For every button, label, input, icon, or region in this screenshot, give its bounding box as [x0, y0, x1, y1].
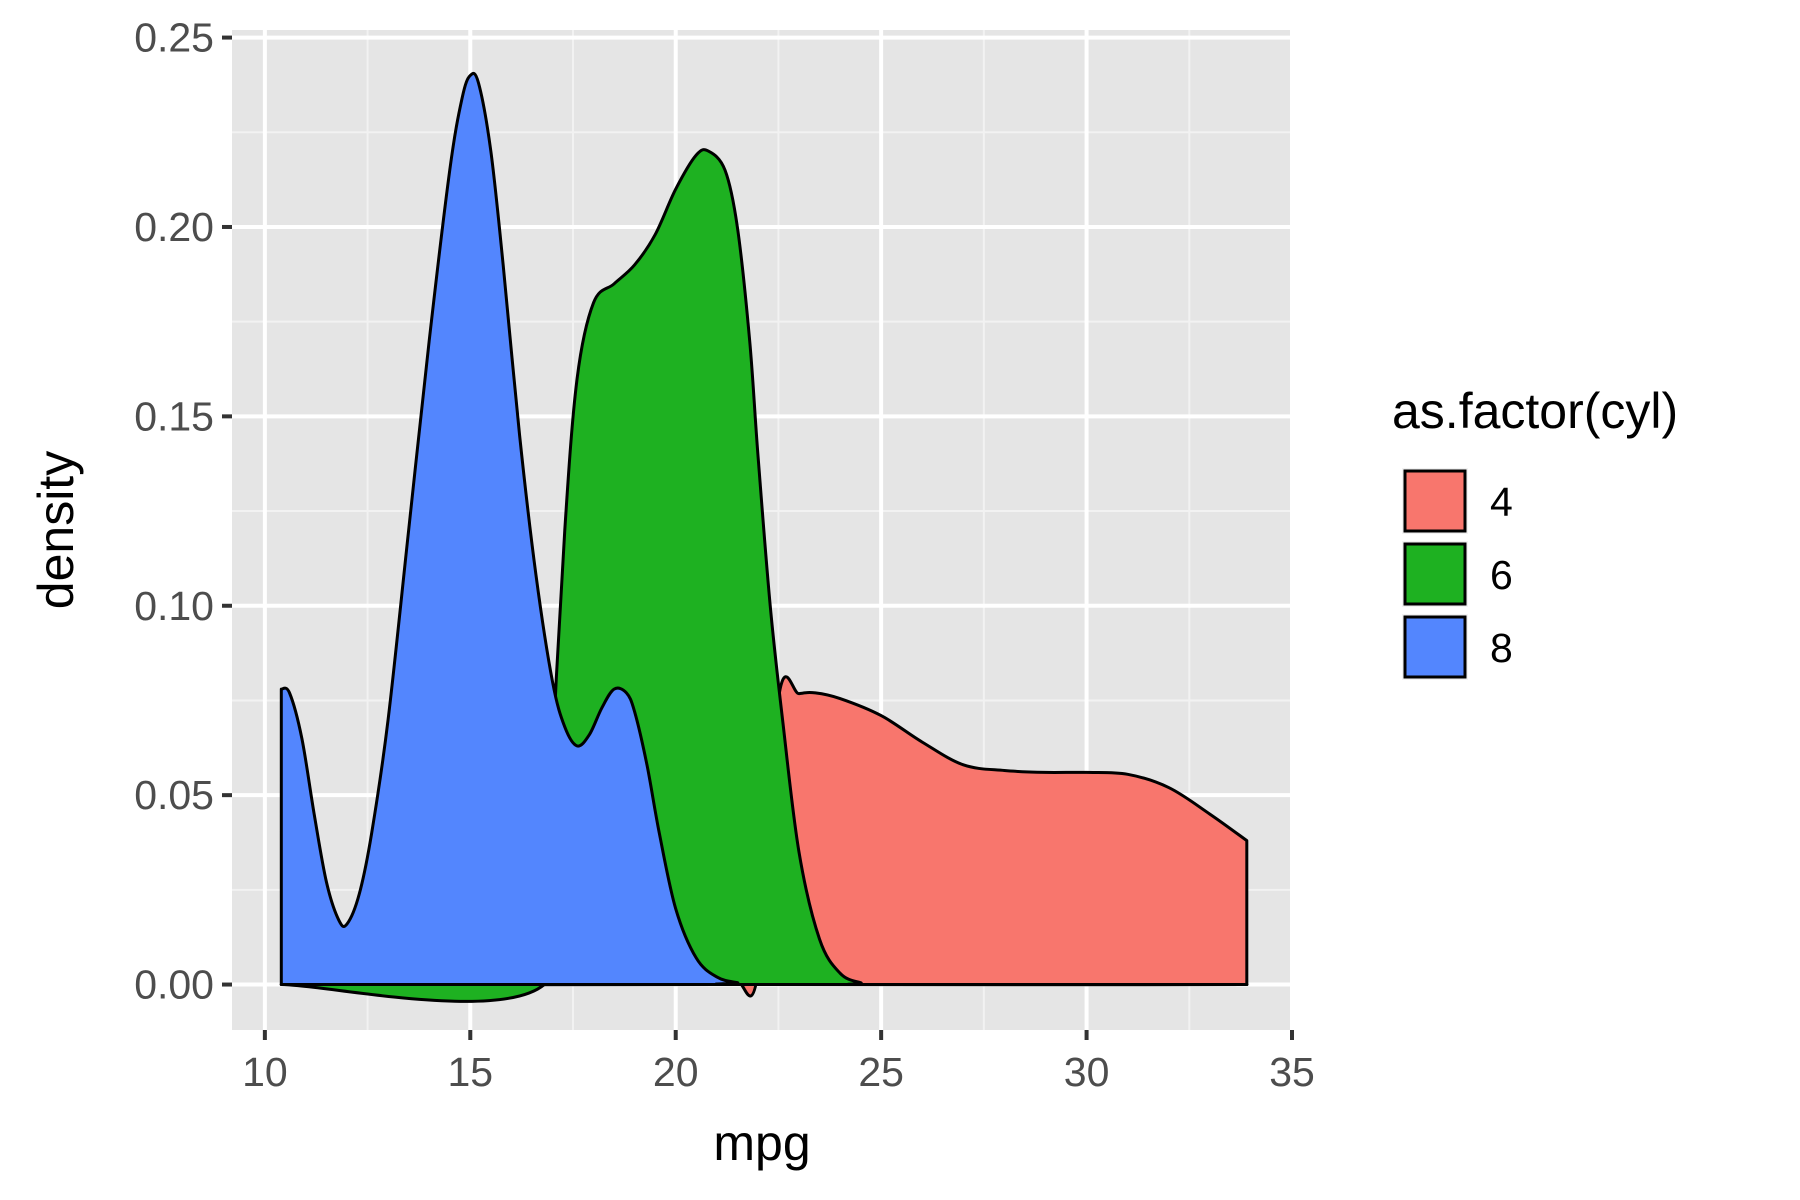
x-tick-label: 20: [653, 1049, 699, 1095]
x-tick-label: 30: [1064, 1049, 1110, 1095]
density-areas: [279, 71, 1249, 1003]
x-axis-title: mpg: [713, 1115, 810, 1171]
y-tick-label: 0.25: [134, 15, 214, 61]
y-axis: 0.00 0.05 0.10 0.15 0.20 0.25: [134, 15, 232, 1008]
y-tick-label: 0.05: [134, 772, 214, 818]
legend-swatch-cyl-4: [1403, 469, 1467, 533]
legend-swatch-cyl-8: [1403, 615, 1467, 679]
y-tick-label: 0.10: [134, 583, 214, 629]
legend-swatch-cyl-6: [1403, 542, 1467, 606]
legend-label-cyl-4: 4: [1490, 479, 1513, 525]
x-tick-label: 35: [1269, 1049, 1315, 1095]
legend-label-cyl-8: 8: [1490, 625, 1513, 671]
y-tick-label: 0.20: [134, 204, 214, 250]
density-area-cyl-8: [279, 71, 1249, 987]
y-axis-title: density: [28, 451, 84, 609]
y-tick-label: 0.00: [134, 962, 214, 1008]
density-area-cyl-6: [279, 148, 1249, 1003]
legend-keys: 4 6 8: [1402, 468, 1513, 680]
y-tick-label: 0.15: [134, 393, 214, 439]
x-tick-label: 15: [447, 1049, 493, 1095]
legend-title: as.factor(cyl): [1392, 383, 1678, 439]
x-tick-label: 10: [242, 1049, 288, 1095]
legend: as.factor(cyl) 4 6 8: [1392, 383, 1678, 680]
x-axis: 10 15 20 25 30 35: [242, 1030, 1315, 1095]
legend-label-cyl-6: 6: [1490, 552, 1513, 598]
x-tick-label: 25: [858, 1049, 904, 1095]
